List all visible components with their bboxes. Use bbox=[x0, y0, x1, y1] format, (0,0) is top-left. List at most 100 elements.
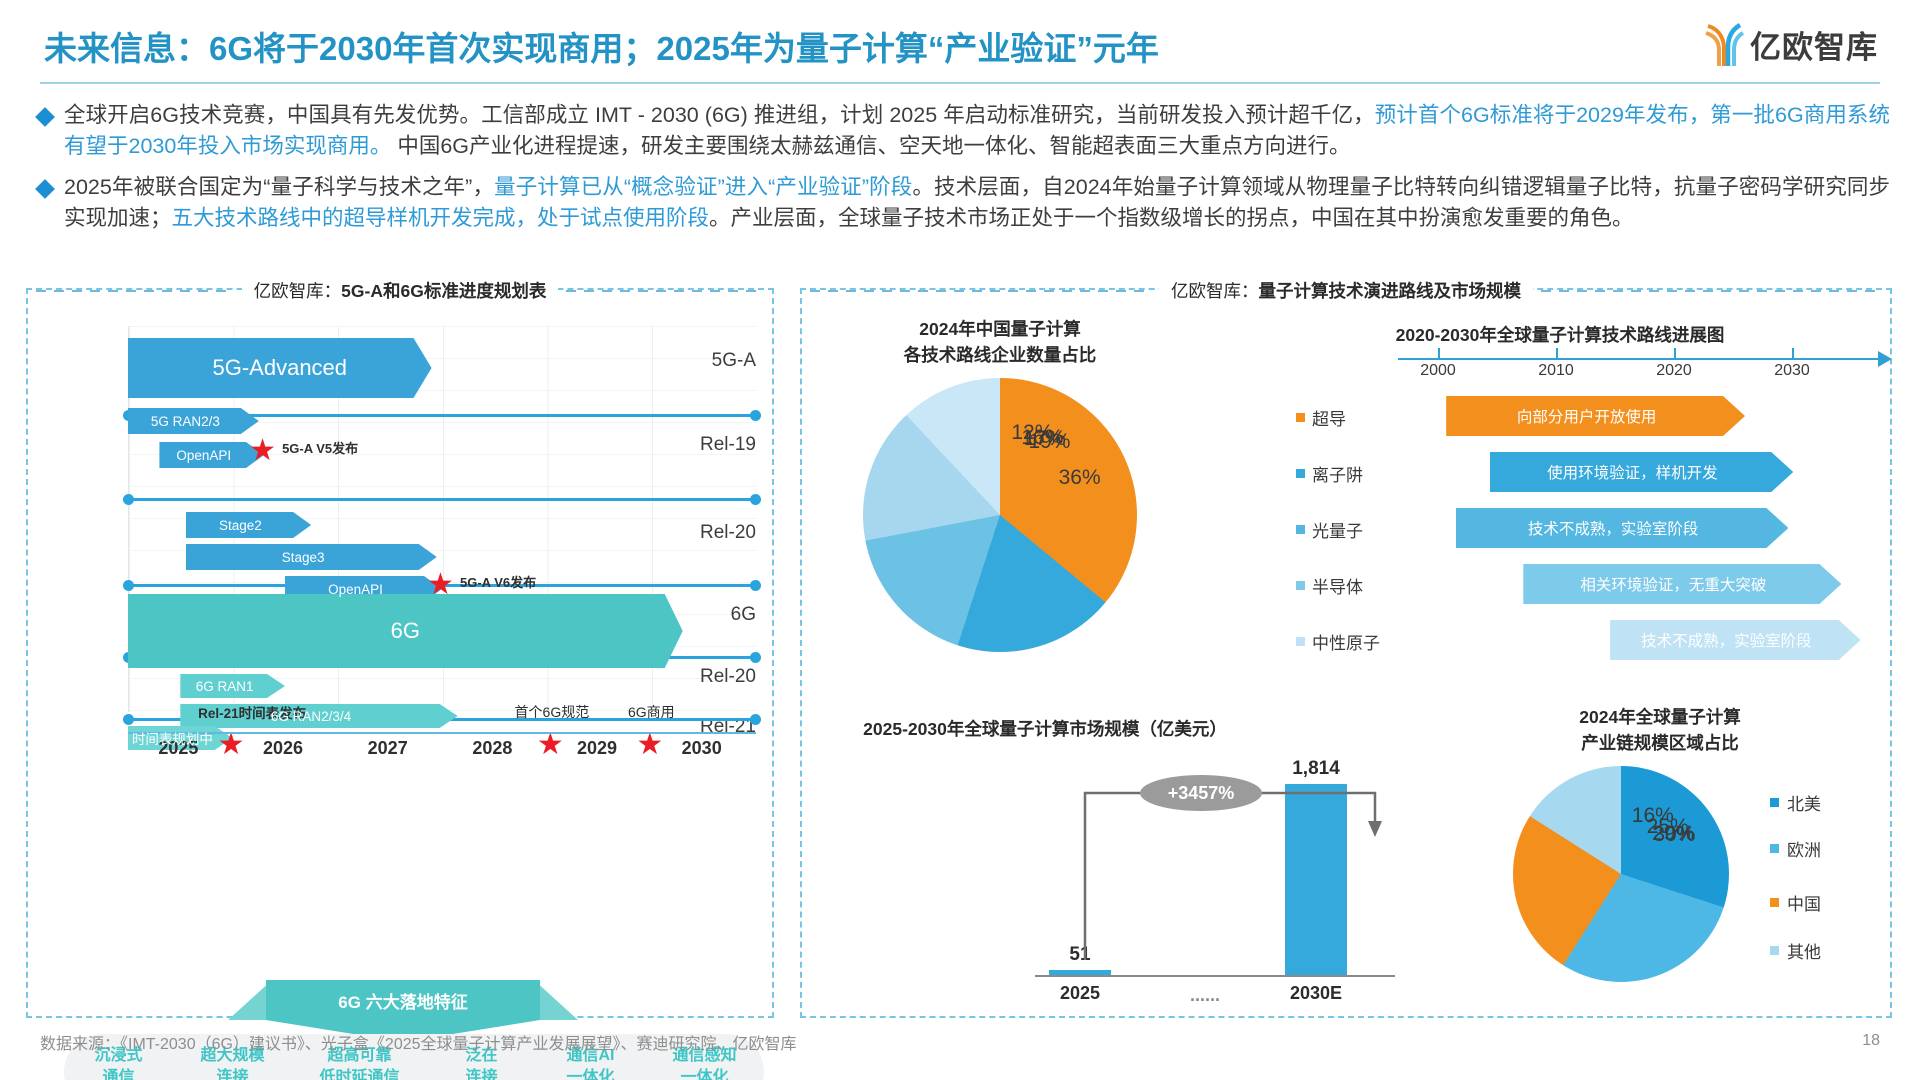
market-baseline bbox=[1035, 975, 1395, 977]
pie-region-legend-label: 其他 bbox=[1787, 943, 1821, 962]
page-number: 18 bbox=[1862, 1032, 1880, 1049]
roadmap-bar-shape bbox=[1523, 564, 1841, 604]
pie-region-legend-label: 北美 bbox=[1787, 795, 1821, 814]
left-title-main: 5G-A和6G标准进度规划表 bbox=[341, 281, 547, 301]
market-category-label: 2030E bbox=[1289, 983, 1343, 1003]
roadmap-legend-label: 超导 bbox=[1312, 410, 1346, 429]
roadmap-bar-离子阱: 使用环境验证，样机开发 bbox=[1490, 452, 1794, 492]
pie-slice-label: 19% bbox=[1028, 430, 1071, 454]
roadmap-axis-arrow-icon bbox=[1878, 351, 1892, 367]
page-header: 未来信息：6G将于2030年首次实现商用；2025年为量子计算“产业验证”元年 … bbox=[0, 0, 1920, 84]
header-divider bbox=[40, 82, 1880, 84]
pie-slice-label: 29% bbox=[1652, 821, 1695, 845]
gantt-chart: 5G-A Rel-19 Rel-20 6G Rel-20 Rel-21 5G-Advance… bbox=[44, 318, 761, 760]
roadmap-legend-中性原子: 中性原子 bbox=[1296, 629, 1380, 654]
left-panel-title: 亿欧智库：5G-A和6G标准进度规划表 bbox=[241, 278, 559, 303]
pie-tech-chart bbox=[863, 378, 1137, 652]
gantt-bar: OpenAPI bbox=[159, 442, 264, 468]
bullet-1-segment-3: 中国6G产业化进程提速，研发主要围绕太赫兹通信、空天地一体化、智能超表面三大重点… bbox=[391, 134, 1351, 158]
roadmap-legend-超导: 超导 bbox=[1296, 405, 1346, 430]
gantt-axis-tick-2030: 2030 bbox=[681, 738, 722, 758]
roadmap-bar-label: 向部分用户开放使用 bbox=[1516, 409, 1657, 426]
gantt-bar: 5G-Advanced bbox=[128, 338, 432, 398]
gantt-bar-shape bbox=[180, 704, 457, 728]
pie-region-legend-swatch bbox=[1770, 844, 1779, 853]
roadmap-legend-光量子: 光量子 bbox=[1296, 517, 1363, 542]
feature-banner-label: 6G 六大落地特征 bbox=[266, 980, 540, 1020]
feature-item-line1: 通信AI bbox=[566, 1047, 615, 1064]
pie-slice-label: 17% bbox=[1023, 427, 1066, 451]
gantt-milestone-label: 5G-A V6发布 bbox=[460, 575, 537, 590]
gantt-bar: 5G RAN2/3 bbox=[128, 408, 259, 434]
roadmap-axis bbox=[1398, 358, 1880, 360]
roadmap-bar-中性原子: 技术不成熟，实验室阶段 bbox=[1610, 620, 1861, 660]
gantt-bar: 时间表规划中 bbox=[128, 726, 233, 750]
pie-region-legend-swatch bbox=[1770, 946, 1779, 955]
pie-region-legend-swatch bbox=[1770, 898, 1779, 907]
left-dash-left bbox=[36, 289, 234, 292]
roadmap-tick bbox=[1792, 348, 1794, 358]
data-source-note: 数据来源：《IMT-2030（6G）建议书》、光子盒《2025全球量子计算产业发… bbox=[40, 1036, 797, 1053]
gantt-bar-label: 6G RAN1 bbox=[195, 678, 254, 694]
feature-item-line1: 泛在 bbox=[465, 1047, 498, 1064]
feature-item-6: 通信感知 一体化 bbox=[672, 1045, 736, 1080]
gantt-bar: Stage2 bbox=[186, 512, 312, 538]
roadmap-tick bbox=[1438, 348, 1440, 358]
pie-region-legend-欧洲: 欧洲 bbox=[1770, 836, 1821, 861]
gantt-row-label-rel-19: Rel-19 bbox=[700, 434, 756, 455]
gantt-milestone-star-icon: ★ bbox=[536, 728, 564, 761]
roadmap-bar-半导体: 相关环境验证，无重大突破 bbox=[1523, 564, 1841, 604]
left-dash-right bbox=[566, 289, 764, 292]
gantt-bar: 6G RAN2/3/4 bbox=[180, 704, 457, 728]
gantt-bar-shape bbox=[128, 408, 259, 434]
pie-slice-label: 36% bbox=[1058, 465, 1101, 489]
right-panel-header: 亿欧智库：量子计算技术演进路线及市场规模 bbox=[802, 278, 1890, 303]
roadmap-legend-label: 中性原子 bbox=[1312, 634, 1380, 653]
roadmap-bar-shape bbox=[1456, 508, 1789, 548]
gantt-bar-label: 6G RAN2/3/4 bbox=[270, 708, 352, 724]
gantt-bar-shape bbox=[128, 594, 683, 668]
roadmap-bar-光量子: 技术不成熟，实验室阶段 bbox=[1456, 508, 1789, 548]
gantt-milestone-label: Rel-21时间表发布 bbox=[198, 706, 307, 721]
roadmap-bar-label: 相关环境验证，无重大突破 bbox=[1580, 577, 1767, 594]
brand-logo: 亿欧智库 bbox=[1702, 20, 1878, 68]
roadmap-tick-label-2020: 2020 bbox=[1656, 362, 1692, 379]
pie-region-legend-北美: 北美 bbox=[1770, 790, 1821, 815]
logo-text: 亿欧智库 bbox=[1750, 29, 1878, 65]
roadmap-legend-label: 半导体 bbox=[1312, 578, 1363, 597]
gantt-bar-shape bbox=[186, 512, 312, 538]
gantt-milestone-label: 6G商用 bbox=[627, 704, 675, 720]
gantt-milestone-star-icon: ★ bbox=[636, 728, 664, 761]
right-dash-left bbox=[810, 289, 1151, 292]
pie-region-title: 2024年全球量子计算 产业链规模区域占比 bbox=[1510, 704, 1810, 756]
feature-item-line1: 沉浸式 bbox=[94, 1047, 143, 1064]
roadmap-tick bbox=[1556, 348, 1558, 358]
gantt-axis-tick-2026: 2026 bbox=[263, 738, 304, 758]
roadmap-legend-swatch bbox=[1296, 469, 1305, 478]
left-title-prefix: 亿欧智库： bbox=[253, 281, 342, 301]
gantt-row-label-6g: 6G bbox=[730, 604, 756, 625]
right-title-main: 量子计算技术演进路线及市场规模 bbox=[1258, 281, 1522, 301]
feature-item-line1: 通信感知 bbox=[672, 1047, 737, 1064]
diamond-bullet-icon bbox=[35, 107, 55, 127]
feature-item-3: 超高可靠 低时延通信 bbox=[319, 1045, 399, 1080]
logo-y-icon bbox=[1702, 20, 1745, 68]
market-category-label: 2025 bbox=[1059, 983, 1101, 1003]
roadmap-legend-swatch bbox=[1296, 413, 1305, 422]
roadmap-bar-label: 技术不成熟，实验室阶段 bbox=[1641, 633, 1812, 650]
feature-item-line2: 连接 bbox=[216, 1069, 249, 1080]
pie-region-legend-中国: 中国 bbox=[1770, 890, 1821, 915]
market-value-label: 1,814 bbox=[1292, 758, 1340, 780]
gantt-divider-line-2 bbox=[123, 494, 761, 505]
roadmap-bar-label: 技术不成熟，实验室阶段 bbox=[1527, 521, 1699, 538]
roadmap-tick-label-2010: 2010 bbox=[1538, 362, 1574, 379]
pie-tech-title: 2024年中国量子计算 各技术路线企业数量占比 bbox=[850, 316, 1150, 368]
market-growth-badge: +3457% bbox=[1140, 775, 1262, 811]
bullet-text-2: 2025年被联合国定为“量子科学与技术之年”，量子计算已从“概念验证”进入“产业… bbox=[64, 172, 1890, 234]
diamond-bullet-icon bbox=[35, 179, 55, 199]
feature-item-2: 超大规模 连接 bbox=[200, 1045, 264, 1080]
roadmap-legend-label: 光量子 bbox=[1312, 522, 1363, 541]
roadmap-bar-shape bbox=[1490, 452, 1794, 492]
gantt-divider-line-3 bbox=[123, 580, 761, 591]
